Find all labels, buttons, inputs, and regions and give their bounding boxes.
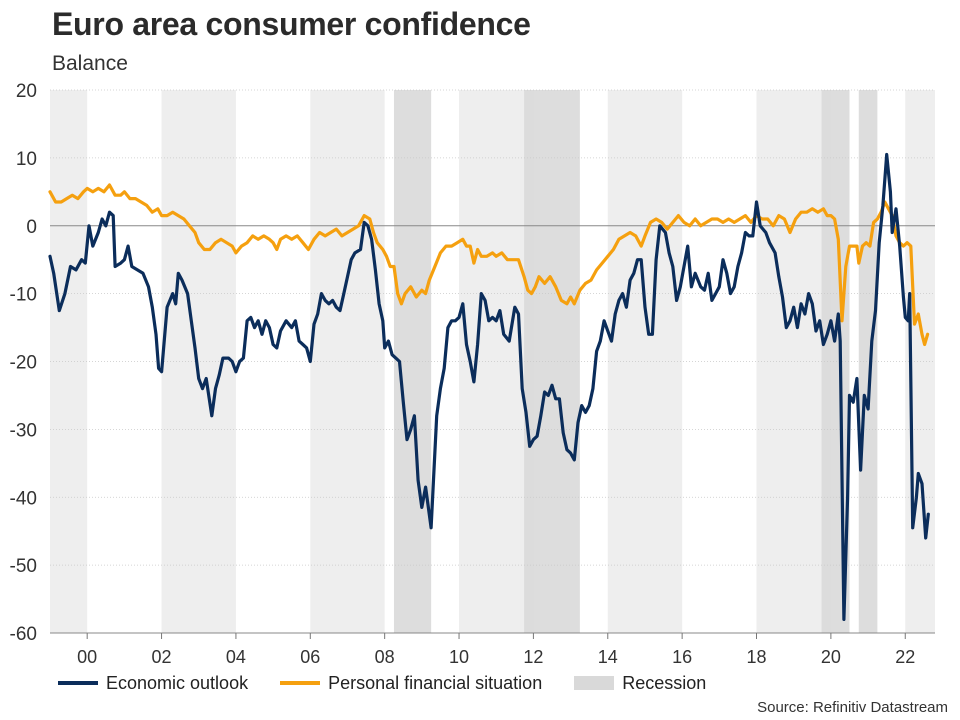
y-axis-ticks: 20 10 0 -10 -20 -30 -40 -50 -60 — [10, 81, 37, 645]
y-tick-label: 20 — [16, 81, 37, 102]
y-tick-label: 10 — [16, 149, 37, 170]
source-note: Source: Refinitiv Datastream — [757, 699, 948, 716]
y-tick-label: 0 — [26, 217, 37, 238]
legend-label-economic: Economic outlook — [106, 672, 249, 693]
y-tick-label: -40 — [10, 488, 37, 509]
y-tick-label: -50 — [10, 556, 37, 577]
chart-title: Euro area consumer confidence — [52, 6, 531, 42]
legend-label-personal: Personal financial situation — [328, 672, 543, 693]
x-tick-label: 08 — [375, 647, 395, 667]
x-tick-label: 20 — [821, 647, 841, 667]
chart-subtitle: Balance — [52, 52, 128, 75]
x-tick-label: 10 — [449, 647, 469, 667]
recession-band-3 — [858, 90, 878, 633]
y-tick-label: -20 — [10, 353, 37, 374]
x-tick-label: 00 — [77, 647, 97, 667]
x-axis-ticks: 00 02 04 06 08 10 12 14 16 18 20 22 — [50, 632, 935, 667]
legend-item-economic: Economic outlook — [58, 673, 248, 694]
x-tick-label: 12 — [523, 647, 543, 667]
legend-swatch-recession — [574, 676, 615, 690]
legend: Economic outlook Personal financial situ… — [58, 670, 738, 696]
y-tick-label: -30 — [10, 420, 37, 441]
legend-swatch-economic — [58, 681, 98, 685]
legend-item-personal: Personal financial situation — [280, 673, 542, 694]
x-tick-label: 18 — [746, 647, 766, 667]
legend-label-recession: Recession — [622, 672, 707, 693]
series-line-personal — [48, 183, 930, 347]
x-tick-label: 02 — [152, 647, 172, 667]
y-tick-label: -60 — [10, 624, 37, 645]
legend-swatch-personal — [280, 681, 321, 685]
y-tick-label: -10 — [10, 285, 37, 306]
x-tick-label: 22 — [895, 647, 915, 667]
series-line-economic — [48, 152, 930, 621]
x-tick-label: 04 — [226, 647, 246, 667]
x-tick-label: 06 — [300, 647, 320, 667]
x-tick-label: 14 — [598, 647, 618, 667]
legend-item-recession: Recession — [574, 673, 706, 694]
x-tick-label: 16 — [672, 647, 692, 667]
series-lines — [48, 152, 930, 621]
